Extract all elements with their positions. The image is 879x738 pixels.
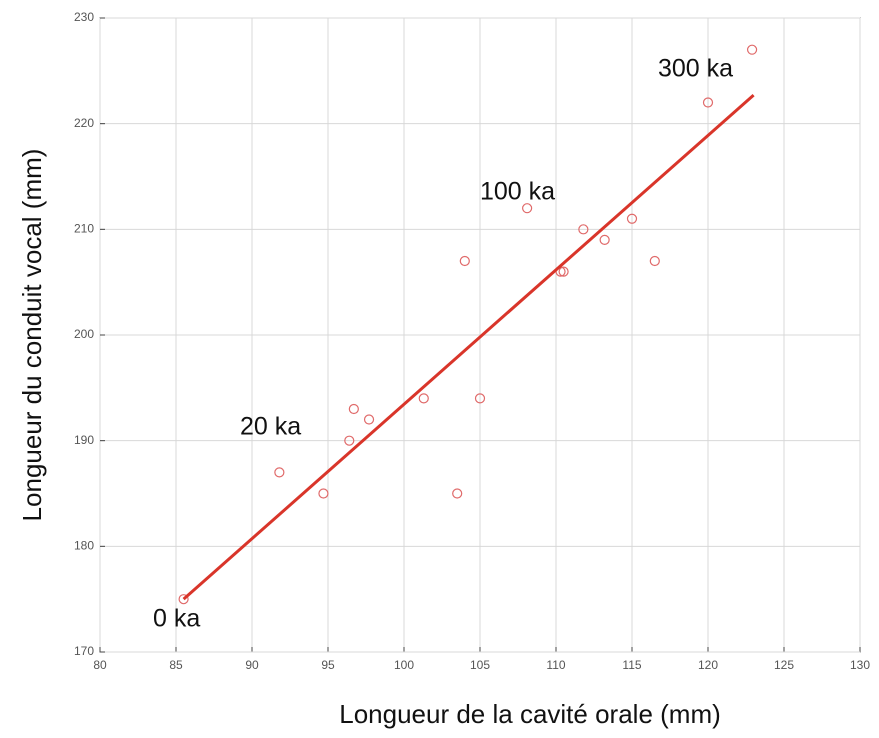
x-tick-label: 85 bbox=[169, 658, 183, 672]
scatter-point bbox=[318, 488, 329, 499]
scatter-point bbox=[578, 224, 589, 235]
scatter-point bbox=[452, 488, 463, 499]
x-axis-label: Longueur de la cavité orale (mm) bbox=[339, 699, 721, 729]
scatter-point bbox=[274, 467, 285, 478]
scatter-point bbox=[558, 266, 569, 277]
scatter-point bbox=[649, 255, 660, 267]
y-tick-label: 210 bbox=[74, 222, 94, 236]
x-tick-label: 120 bbox=[698, 658, 718, 672]
annotation: 20 ka bbox=[240, 413, 301, 441]
y-tick-label: 230 bbox=[74, 10, 94, 24]
y-tick-label: 170 bbox=[74, 644, 94, 658]
scatter-point bbox=[474, 393, 486, 404]
scatter-point bbox=[746, 44, 758, 55]
scatter-point bbox=[178, 594, 189, 605]
scatter-point bbox=[522, 203, 533, 214]
x-tick-label: 115 bbox=[622, 658, 641, 672]
scatter-point bbox=[599, 234, 610, 245]
y-tick-label: 190 bbox=[74, 433, 94, 447]
scatter-point bbox=[626, 213, 638, 224]
x-tick-label: 110 bbox=[546, 658, 565, 672]
y-axis-label: Longueur du conduit vocal (mm) bbox=[17, 149, 47, 522]
y-tick-label: 180 bbox=[74, 539, 94, 553]
scatter-point bbox=[418, 393, 429, 404]
fit-line bbox=[182, 94, 755, 601]
annotation: 100 ka bbox=[480, 178, 555, 206]
annotation: 300 ka bbox=[658, 55, 733, 83]
scatter-point bbox=[348, 403, 359, 415]
x-tick-label: 125 bbox=[774, 658, 794, 672]
x-tick-label: 105 bbox=[470, 658, 490, 672]
scatter-point bbox=[702, 97, 714, 108]
x-tick-label: 80 bbox=[93, 658, 107, 672]
annotation: 0 ka bbox=[153, 605, 200, 633]
x-tick-label: 90 bbox=[245, 658, 259, 672]
scatter-point bbox=[459, 255, 470, 267]
x-tick-label: 130 bbox=[850, 658, 870, 672]
y-tick-label: 200 bbox=[74, 327, 94, 341]
scatter-point bbox=[363, 414, 375, 425]
y-tick-label: 220 bbox=[74, 116, 94, 130]
scatter-point bbox=[344, 435, 355, 446]
x-tick-label: 95 bbox=[321, 658, 335, 672]
x-tick-label: 100 bbox=[394, 658, 414, 672]
